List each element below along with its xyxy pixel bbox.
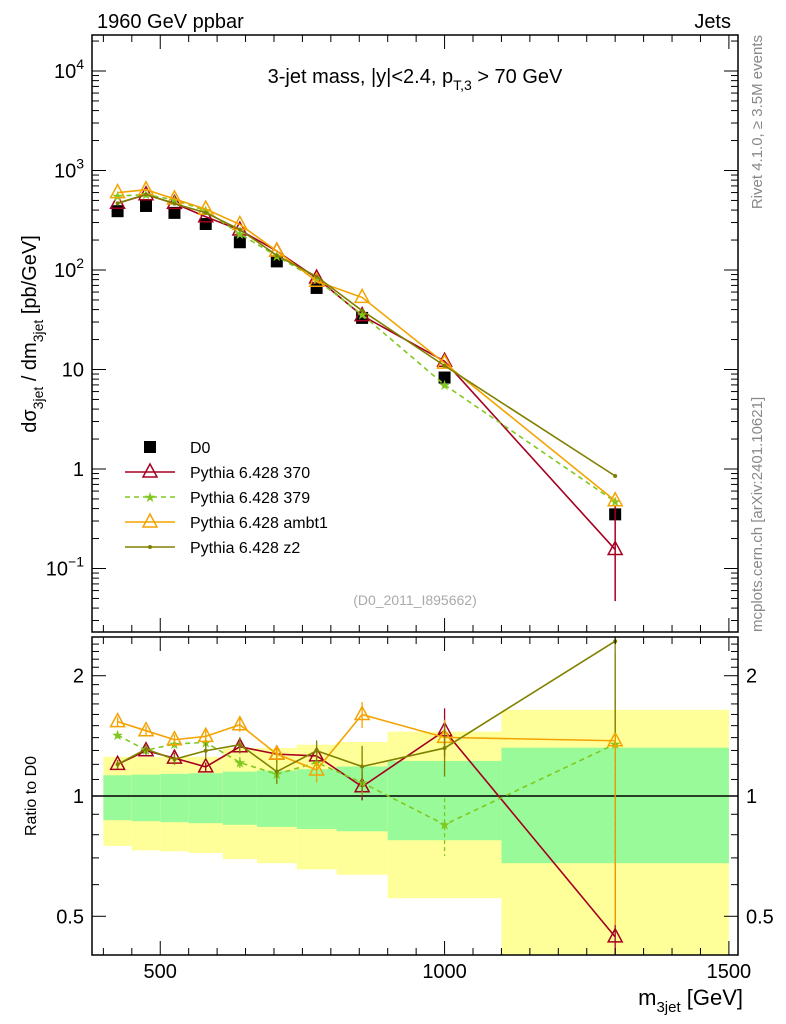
data-point [137, 185, 155, 201]
legend-label: Pythia 6.428 379 [190, 490, 310, 507]
data-point [144, 747, 149, 752]
data-point [111, 205, 124, 218]
analysis-id: (D0_2011_I895662) [353, 592, 477, 608]
ratio-y-tick-label: 1 [73, 786, 84, 808]
ratio-line-p379 [117, 734, 616, 826]
band-inner-bin [131, 774, 161, 822]
data-point [360, 764, 365, 769]
legend: D0 Pythia 6.428 370 ★ Pythia 6.428 379 Pythi… [125, 440, 328, 557]
data-point: ★ [438, 817, 451, 833]
data-point [606, 731, 624, 747]
main-frame [91, 34, 739, 633]
data-point [314, 274, 319, 279]
legend-label: Pythia 6.428 z2 [190, 540, 300, 557]
mcplots-label: mcplots.cern.ch [arXiv:2401.10621] [749, 397, 766, 632]
data-point [308, 268, 325, 284]
data-point [436, 353, 453, 369]
band-inner-bin [103, 775, 132, 821]
y-tick-label: 10 [62, 359, 84, 381]
data-point [115, 201, 120, 206]
data-point [606, 539, 624, 556]
data-point [353, 704, 371, 721]
data-point [197, 726, 214, 743]
data-point [148, 545, 152, 549]
data-point [144, 441, 156, 453]
data-point [353, 306, 371, 322]
data-point [606, 927, 624, 943]
data-point [141, 462, 159, 478]
ratio-line-ambt1 [117, 713, 616, 771]
data-point [231, 715, 249, 731]
header-left: 1960 GeV ppbar [97, 11, 244, 33]
data-point [172, 757, 177, 762]
data-point [199, 217, 212, 230]
band-inner-bin [188, 773, 223, 824]
header-right: Jets [694, 11, 731, 33]
data-point [310, 281, 323, 294]
data-point [606, 491, 624, 507]
ratio-y-tick-label: 0.5 [56, 906, 84, 928]
data-point [314, 748, 319, 753]
data-point [613, 474, 618, 479]
y-tick-label: 103 [54, 155, 84, 182]
data-point [438, 371, 451, 384]
data-point: ★ [234, 754, 247, 770]
data-point [237, 742, 242, 747]
ratio-y-tick-label: 2 [746, 666, 757, 688]
y-tick-label: 104 [54, 56, 84, 83]
x-tick-label: 500 [144, 961, 177, 983]
ratio-y-tick-label: 0.5 [746, 906, 774, 928]
ratio-line-z2 [117, 640, 616, 773]
data-point [166, 730, 183, 746]
data-point [109, 712, 126, 728]
data-point [203, 210, 208, 215]
main-title: 3-jet mass, |y|<2.4, pT,3 > 70 GeV [268, 66, 563, 93]
band-inner-bin [222, 771, 257, 825]
data-point: ★ [438, 377, 451, 393]
data-point [144, 192, 149, 197]
data-point [353, 287, 371, 304]
legend-label: Pythia 6.428 370 [190, 465, 310, 482]
rivet-label: Rivet 4.1.0, ≥ 3.5M events [749, 35, 766, 209]
data-point [442, 363, 447, 368]
data-point: ★ [111, 727, 124, 743]
data-point [141, 512, 159, 528]
legend-label: D0 [190, 440, 211, 457]
x-axis-label: m3jet [GeV] [638, 985, 743, 1016]
series-line-p379 [117, 193, 616, 503]
data-point [172, 201, 177, 206]
data-point [237, 227, 242, 232]
data-point [203, 748, 208, 753]
y-tick-label: 102 [54, 255, 84, 282]
y-axis-label: dσ3jet / dm3jet [pb/GeV] [19, 235, 46, 433]
data-point: ★ [356, 307, 369, 323]
data-point [270, 255, 283, 268]
data-point [197, 757, 214, 773]
data-point [274, 253, 279, 258]
data-point [168, 206, 181, 219]
data-point [140, 199, 153, 212]
data-point [308, 760, 325, 776]
ratio-y-tick-label: 1 [746, 786, 757, 808]
series-line-z2 [117, 193, 616, 477]
data-point [274, 769, 279, 774]
y-tick-label: 10−1 [46, 553, 84, 580]
band-inner-bin [160, 773, 189, 823]
x-tick-label: 1000 [422, 961, 467, 983]
data-point: ★ [144, 489, 157, 505]
y-tick-label: 1 [73, 459, 84, 481]
legend-label: Pythia 6.428 ambt1 [190, 515, 328, 532]
ratio-y-label: Ratio to D0 [23, 756, 40, 836]
ratio-y-tick-label: 2 [73, 666, 84, 688]
data-point [233, 236, 246, 249]
data-point [360, 308, 365, 313]
data-point [137, 721, 155, 737]
series-line-ambt1 [117, 188, 616, 502]
data-point [109, 183, 126, 199]
x-tick-label: 1500 [707, 961, 752, 983]
data-point [115, 762, 120, 767]
data-point [268, 744, 286, 760]
data-point [442, 746, 447, 751]
